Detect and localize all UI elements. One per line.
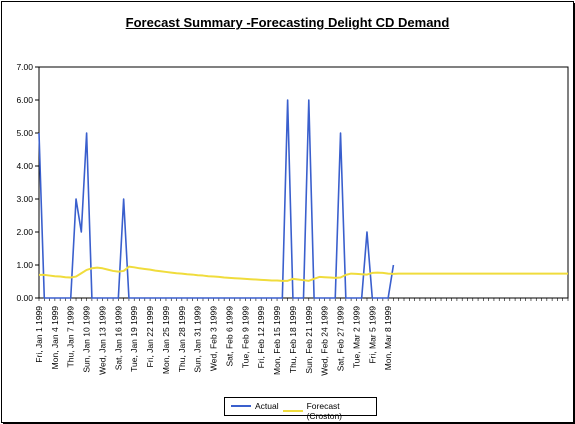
y-tick-label: 4.00 bbox=[16, 161, 33, 171]
x-tick-label: Thu, Jan 7 1999 bbox=[66, 306, 76, 368]
x-tick-label: Wed, Jan 13 1999 bbox=[97, 306, 107, 375]
x-tick-label: Sat, Jan 16 1999 bbox=[113, 306, 123, 371]
legend-item-actual: Actual bbox=[231, 401, 279, 411]
x-tick-label: Tue, Mar 2 1999 bbox=[351, 306, 361, 368]
y-tick-label: 0.00 bbox=[16, 293, 33, 303]
legend-swatch-forecast bbox=[283, 410, 303, 412]
x-tick-label: Thu, Feb 18 1999 bbox=[288, 306, 298, 373]
y-tick-label: 3.00 bbox=[16, 194, 33, 204]
x-tick-label: Fri, Mar 5 1999 bbox=[367, 306, 377, 364]
legend: Actual Forecast (Croston) bbox=[224, 397, 377, 421]
x-tick-label: Sat, Feb 6 1999 bbox=[224, 306, 234, 367]
x-tick-label: Wed, Feb 24 1999 bbox=[320, 306, 330, 376]
legend-label-actual: Actual bbox=[255, 401, 279, 411]
chart-title: Forecast Summary -Forecasting Delight CD… bbox=[125, 15, 450, 30]
y-tick-label: 5.00 bbox=[16, 128, 33, 138]
x-tick-label: Mon, Jan 25 1999 bbox=[161, 306, 171, 374]
x-tick-label: Tue, Feb 9 1999 bbox=[240, 306, 250, 368]
x-tick-label: Mon, Jan 4 1999 bbox=[50, 306, 60, 370]
y-tick-label: 7.00 bbox=[16, 62, 33, 72]
legend-item-forecast: Forecast (Croston) bbox=[283, 401, 376, 421]
plot-area bbox=[38, 66, 569, 299]
x-tick-label: Fri, Jan 1 1999 bbox=[34, 306, 44, 363]
y-tick-label: 6.00 bbox=[16, 95, 33, 105]
x-tick-label: Tue, Jan 19 1999 bbox=[129, 306, 139, 372]
x-tick-label: Sun, Feb 21 1999 bbox=[304, 306, 314, 374]
y-tick-label: 1.00 bbox=[16, 260, 33, 270]
series-line-actual bbox=[38, 99, 395, 299]
x-tick-label: Mon, Feb 15 1999 bbox=[272, 306, 282, 375]
x-tick-label: Mon, Mar 8 1999 bbox=[383, 306, 393, 371]
series-line-forecast bbox=[39, 265, 568, 282]
legend-label-forecast: Forecast (Croston) bbox=[306, 401, 343, 421]
x-tick-label: Fri, Jan 22 1999 bbox=[145, 306, 155, 368]
x-tick-label: Sun, Jan 10 1999 bbox=[82, 306, 92, 373]
x-tick-label: Sun, Jan 31 1999 bbox=[193, 306, 203, 373]
x-tick-label: Thu, Jan 28 1999 bbox=[177, 306, 187, 372]
y-tick-label: 2.00 bbox=[16, 227, 33, 237]
x-tick-label: Fri, Feb 12 1999 bbox=[256, 306, 266, 369]
x-tick-label: Wed, Feb 3 1999 bbox=[209, 306, 219, 371]
x-tick-label: Sat, Feb 27 1999 bbox=[336, 306, 346, 371]
legend-swatch-actual bbox=[231, 405, 251, 407]
